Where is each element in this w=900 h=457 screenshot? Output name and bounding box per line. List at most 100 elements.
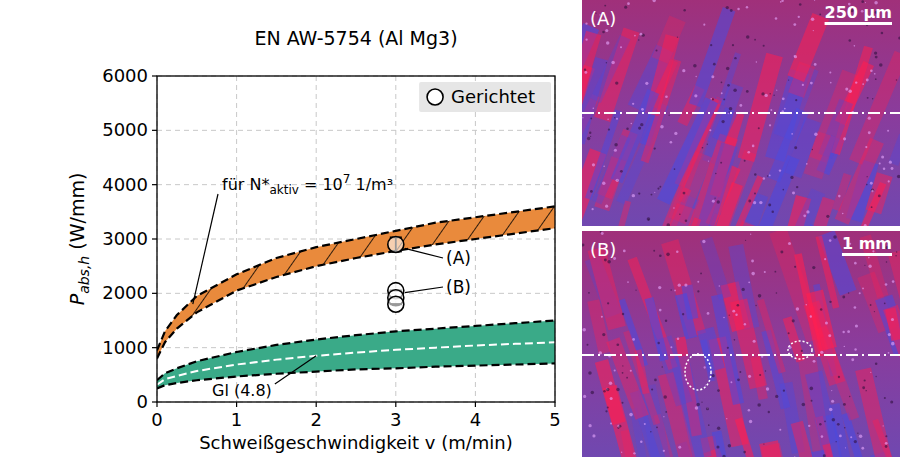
speckle bbox=[712, 98, 714, 100]
speckle bbox=[765, 370, 766, 371]
speckle bbox=[803, 214, 806, 217]
grain bbox=[652, 15, 686, 63]
grain bbox=[675, 293, 697, 340]
speckle bbox=[748, 281, 750, 283]
speckle bbox=[715, 173, 717, 175]
y-axis-symbol: P bbox=[66, 293, 88, 305]
speckle bbox=[709, 129, 711, 131]
speckle bbox=[677, 36, 678, 37]
grain bbox=[889, 134, 900, 166]
speckle bbox=[614, 149, 617, 152]
speckle bbox=[843, 137, 846, 140]
tick-x bbox=[475, 402, 476, 407]
speckle bbox=[734, 57, 736, 59]
speckle bbox=[750, 234, 751, 235]
speckle bbox=[788, 242, 791, 245]
speckle bbox=[607, 406, 609, 408]
speckle bbox=[658, 286, 661, 289]
speckle bbox=[871, 188, 874, 191]
speckle bbox=[732, 44, 734, 46]
speckle bbox=[730, 9, 733, 12]
speckle bbox=[674, 168, 676, 170]
grain bbox=[738, 53, 783, 162]
leader-line bbox=[275, 356, 316, 384]
speckle bbox=[806, 210, 809, 213]
speckle bbox=[582, 328, 586, 332]
speckle bbox=[670, 141, 673, 144]
speckle bbox=[802, 84, 804, 86]
speckle bbox=[583, 395, 586, 398]
scatter-point bbox=[388, 296, 404, 312]
speckle bbox=[874, 311, 875, 312]
scale-bar-label: 1 mm bbox=[842, 234, 892, 253]
speckle bbox=[810, 387, 814, 391]
speckle bbox=[812, 266, 815, 269]
tick-label-y: 5000 bbox=[102, 119, 148, 140]
speckle bbox=[826, 215, 829, 218]
tick-label-y: 2000 bbox=[102, 282, 148, 303]
speckle bbox=[737, 378, 740, 381]
speckle bbox=[730, 381, 732, 383]
tick-y bbox=[152, 238, 157, 239]
speckle bbox=[854, 45, 856, 47]
speckle bbox=[648, 219, 650, 221]
grain bbox=[697, 182, 743, 226]
speckle bbox=[884, 303, 886, 305]
speckle bbox=[608, 128, 610, 130]
speckle bbox=[874, 73, 876, 75]
speckle bbox=[665, 95, 668, 98]
speckle bbox=[864, 224, 867, 226]
speckle bbox=[606, 62, 607, 63]
speckle bbox=[638, 39, 639, 40]
speckle bbox=[723, 317, 725, 319]
speckle bbox=[883, 425, 884, 426]
speckle bbox=[685, 219, 688, 222]
speckle bbox=[729, 107, 733, 111]
speckle bbox=[620, 46, 622, 48]
tick-label-y: 4000 bbox=[102, 174, 148, 195]
speckle bbox=[885, 435, 887, 437]
speckle bbox=[875, 78, 877, 80]
speckle bbox=[796, 186, 798, 188]
speckle bbox=[607, 118, 609, 120]
speckle bbox=[634, 35, 636, 37]
speckle bbox=[604, 5, 606, 7]
speckle bbox=[857, 432, 858, 433]
speckle bbox=[737, 304, 740, 307]
speckle bbox=[854, 440, 857, 443]
speckle bbox=[609, 382, 612, 385]
speckle bbox=[810, 315, 812, 317]
dash-dot-line bbox=[582, 354, 900, 356]
speckle bbox=[820, 351, 823, 354]
speckle bbox=[657, 342, 659, 344]
speckle bbox=[843, 403, 846, 406]
speckle bbox=[696, 403, 700, 407]
speckle bbox=[666, 253, 670, 257]
speckle bbox=[837, 423, 840, 426]
speckle bbox=[824, 421, 826, 423]
speckle bbox=[861, 447, 864, 450]
speckle bbox=[821, 435, 824, 438]
speckle bbox=[601, 232, 604, 235]
speckle bbox=[831, 400, 834, 403]
tick-label-y: 1000 bbox=[102, 337, 148, 358]
speckle bbox=[783, 189, 785, 191]
speckle bbox=[769, 174, 771, 176]
speckle bbox=[814, 63, 817, 66]
speckle bbox=[886, 261, 887, 262]
speckle bbox=[849, 396, 850, 397]
speckle bbox=[653, 250, 655, 252]
tick-label-x: 0 bbox=[151, 409, 162, 430]
grain bbox=[611, 89, 660, 183]
speckle bbox=[712, 374, 715, 377]
speckle bbox=[794, 266, 796, 268]
scale-bar-label: 250 µm bbox=[825, 3, 892, 22]
speckle bbox=[891, 318, 894, 321]
speckle bbox=[775, 395, 778, 398]
annotation-part: für N* bbox=[222, 175, 269, 194]
speckle bbox=[806, 163, 808, 165]
speckle bbox=[753, 201, 756, 204]
speckle bbox=[584, 68, 586, 70]
speckle bbox=[898, 36, 900, 39]
speckle bbox=[669, 114, 670, 115]
